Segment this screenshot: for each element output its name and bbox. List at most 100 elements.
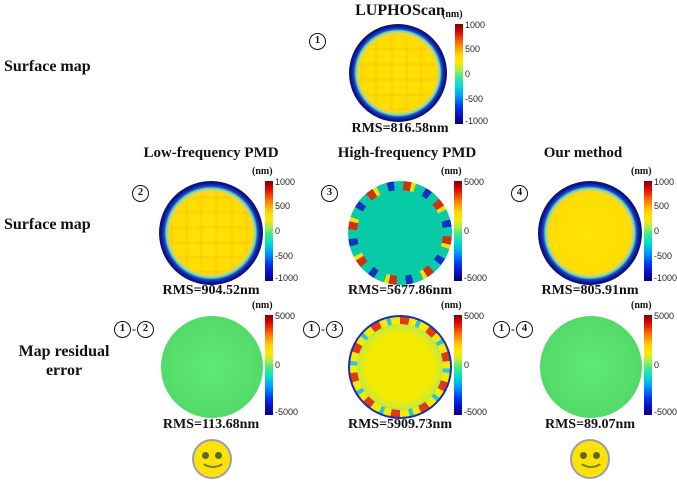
rms-value-low-frequency-pmd: RMS=904.52nm <box>162 283 260 298</box>
colorbar-tick: 5000 <box>275 311 296 321</box>
marker-separator: - <box>321 322 325 336</box>
panel-low-frequency-pmd: 2 (nm) 1000 500 0 -500 -1000 RMS=904.52n… <box>116 164 306 316</box>
row-label-map-residual-error: Map residual error <box>8 342 120 380</box>
circled-number-3: 3 <box>326 321 343 338</box>
colorbar-tick: 1000 <box>465 20 486 30</box>
residual-map-1-3 <box>348 315 452 419</box>
surface-map-high-frequency-pmd <box>348 181 452 285</box>
colorbar-gradient <box>265 315 273 415</box>
surface-map-low-frequency-pmd <box>159 181 263 285</box>
circled-number-1: 1 <box>303 321 320 338</box>
column-header-low-frequency-pmd: Low-frequency PMD <box>143 145 279 161</box>
rms-value-our-method: RMS=805.91nm <box>541 283 639 298</box>
colorbar-tick: -1000 <box>465 116 489 126</box>
colorbar-tick: 500 <box>275 201 291 211</box>
colorbar-tick: 5000 <box>464 177 485 187</box>
smiley-face-icon <box>570 439 610 479</box>
colorbar-tick: -5000 <box>654 407 677 417</box>
column-header-high-frequency-pmd: High-frequency PMD <box>337 145 477 161</box>
colorbar-gradient <box>644 181 652 281</box>
smiley-mouth <box>578 449 604 468</box>
row-label-surface-map-1: Surface map <box>4 58 91 75</box>
panel-luphoscan: LUPHOScan 1 (nm) 1000 500 0 -500 -1000 R… <box>305 2 495 154</box>
colorbar-tick: 0 <box>464 360 470 370</box>
colorbar-tick: 0 <box>465 69 471 79</box>
circled-number-3: 3 <box>321 185 338 202</box>
colorbar-unit-label: (nm) <box>631 166 652 177</box>
panel-marker-3: 3 <box>321 185 338 202</box>
panel-residual-1-2: 1-2 (nm) 5000 0 -5000 RMS=113.68nm <box>114 298 306 450</box>
colorbar-unit-label: (nm) <box>441 300 462 311</box>
circled-number-2: 2 <box>132 185 149 202</box>
colorbar-tick: -500 <box>465 94 484 104</box>
panel-marker-1: 1 <box>309 33 326 50</box>
circled-number-1: 1 <box>309 33 326 50</box>
colorbar-tick: 0 <box>464 226 470 236</box>
panel-residual-1-4: 1-4 (nm) 5000 0 -5000 RMS=89.07nm <box>493 298 677 450</box>
panel-title-luphoscan: LUPHOScan <box>355 2 445 19</box>
rms-value-residual-1-3: RMS=5909.73nm <box>347 417 453 432</box>
colorbar-tick: 500 <box>654 201 670 211</box>
row-label-surface-map-2: Surface map <box>4 216 91 233</box>
colorbar-tick: 500 <box>465 44 481 54</box>
colorbar-luphoscan: (nm) 1000 500 0 -500 -1000 <box>442 9 497 126</box>
colorbar-tick: -500 <box>654 251 673 261</box>
circled-number-1: 1 <box>493 321 510 338</box>
rms-value-residual-1-2: RMS=113.68nm <box>162 417 260 432</box>
surface-map-our-method <box>538 181 642 285</box>
colorbar-tick: 1000 <box>275 177 296 187</box>
panel-marker-1-2: 1-2 <box>114 321 154 338</box>
colorbar-gradient <box>265 181 273 281</box>
residual-map-1-4 <box>540 316 642 418</box>
colorbar-unit-label: (nm) <box>252 300 273 311</box>
colorbar-tick: 0 <box>654 226 660 236</box>
colorbar-unit-label: (nm) <box>442 9 463 20</box>
colorbar-tick: -1000 <box>654 273 677 283</box>
colorbar-tick: 0 <box>275 360 281 370</box>
colorbar-low-frequency-pmd: (nm) 1000 500 0 -500 -1000 <box>252 166 307 283</box>
rms-value-high-frequency-pmd: RMS=5677.86nm <box>347 283 453 298</box>
colorbar-tick: -5000 <box>275 407 299 417</box>
panel-residual-1-3: 1-3 (nm) 5000 0 -5000 RMS=5909.73nm <box>303 298 496 450</box>
colorbar-tick: 5000 <box>464 311 485 321</box>
marker-separator: - <box>511 322 515 336</box>
surface-map-luphoscan <box>349 24 447 122</box>
colorbar-unit-label: (nm) <box>441 166 462 177</box>
colorbar-unit-label: (nm) <box>631 300 652 311</box>
colorbar-tick: 1000 <box>654 177 675 187</box>
colorbar-tick: -1000 <box>275 273 299 283</box>
colorbar-gradient <box>454 181 462 281</box>
panel-marker-1-3: 1-3 <box>303 321 343 338</box>
colorbar-our-method: (nm) 1000 500 0 -500 -1000 <box>631 166 677 283</box>
colorbar-tick: 5000 <box>654 311 675 321</box>
panel-marker-4: 4 <box>511 185 528 202</box>
circled-number-1: 1 <box>114 321 131 338</box>
smiley-face-icon <box>192 439 232 479</box>
circled-number-4: 4 <box>516 321 533 338</box>
circled-number-4: 4 <box>511 185 528 202</box>
rms-value-luphoscan: RMS=816.58nm <box>351 121 449 136</box>
rms-value-residual-1-4: RMS=89.07nm <box>544 417 636 432</box>
colorbar-tick: 0 <box>654 360 660 370</box>
smiley-mouth <box>200 449 226 468</box>
colorbar-tick: -500 <box>275 251 294 261</box>
panel-marker-2: 2 <box>132 185 149 202</box>
panel-marker-1-4: 1-4 <box>493 321 533 338</box>
colorbar-gradient <box>454 315 462 415</box>
row-label-line1: Map residual <box>18 343 110 360</box>
column-header-our-method: Our method <box>543 145 623 161</box>
colorbar-tick: -5000 <box>464 273 488 283</box>
circled-number-2: 2 <box>137 321 154 338</box>
marker-separator: - <box>132 322 136 336</box>
colorbar-tick: 0 <box>275 226 281 236</box>
colorbar-residual-1-3: (nm) 5000 0 -5000 <box>441 300 496 417</box>
panel-our-method: 4 (nm) 1000 500 0 -500 -1000 RMS=805.91n… <box>495 164 677 316</box>
colorbar-unit-label: (nm) <box>252 166 273 177</box>
panel-high-frequency-pmd: 3 (nm) 5000 0 -5000 RMS=5677.86nm <box>305 164 495 316</box>
residual-map-1-2 <box>161 316 263 418</box>
colorbar-residual-1-4: (nm) 5000 0 -5000 <box>631 300 677 417</box>
row-label-line2: error <box>45 362 83 379</box>
colorbar-gradient <box>644 315 652 415</box>
colorbar-tick: -5000 <box>464 407 488 417</box>
colorbar-gradient <box>455 24 463 124</box>
